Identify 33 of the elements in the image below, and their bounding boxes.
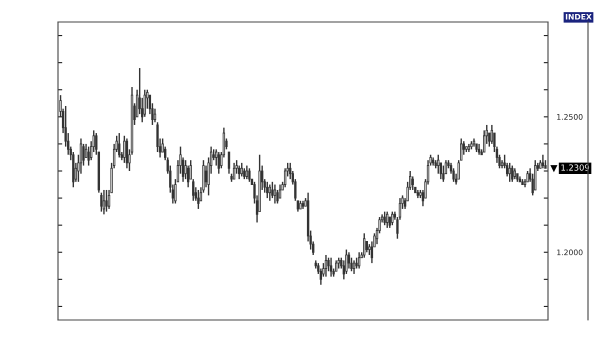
candlestick	[490, 124, 494, 145]
candlestick	[246, 164, 248, 180]
candlestick	[126, 138, 128, 169]
candlestick	[232, 162, 236, 180]
candlestick	[338, 256, 340, 270]
candlestick	[437, 154, 440, 174]
candlestick	[542, 154, 544, 169]
candlestick	[240, 162, 243, 178]
candlestick	[144, 89, 146, 118]
candlestick	[118, 132, 120, 158]
candlestick	[266, 181, 268, 199]
candlestick	[358, 252, 360, 270]
candlestick	[366, 240, 368, 253]
candlestick	[511, 164, 514, 183]
candlestick	[100, 192, 103, 212]
candlestick	[460, 138, 462, 161]
candlestick	[248, 168, 251, 183]
candlestick	[350, 256, 353, 272]
candlestick	[514, 168, 516, 180]
candlestick	[386, 210, 388, 229]
candlestick	[383, 210, 386, 226]
candlestick	[330, 256, 332, 278]
candlestick	[197, 189, 200, 210]
candlestick	[363, 232, 366, 258]
candlestick	[508, 162, 511, 183]
candlestick	[218, 151, 220, 174]
candlestick	[352, 260, 356, 275]
candlestick	[478, 143, 480, 156]
candlestick	[442, 164, 445, 183]
candlestick	[391, 210, 394, 226]
candlestick	[154, 108, 156, 123]
candlestick	[274, 184, 276, 204]
candlestick	[268, 184, 272, 202]
